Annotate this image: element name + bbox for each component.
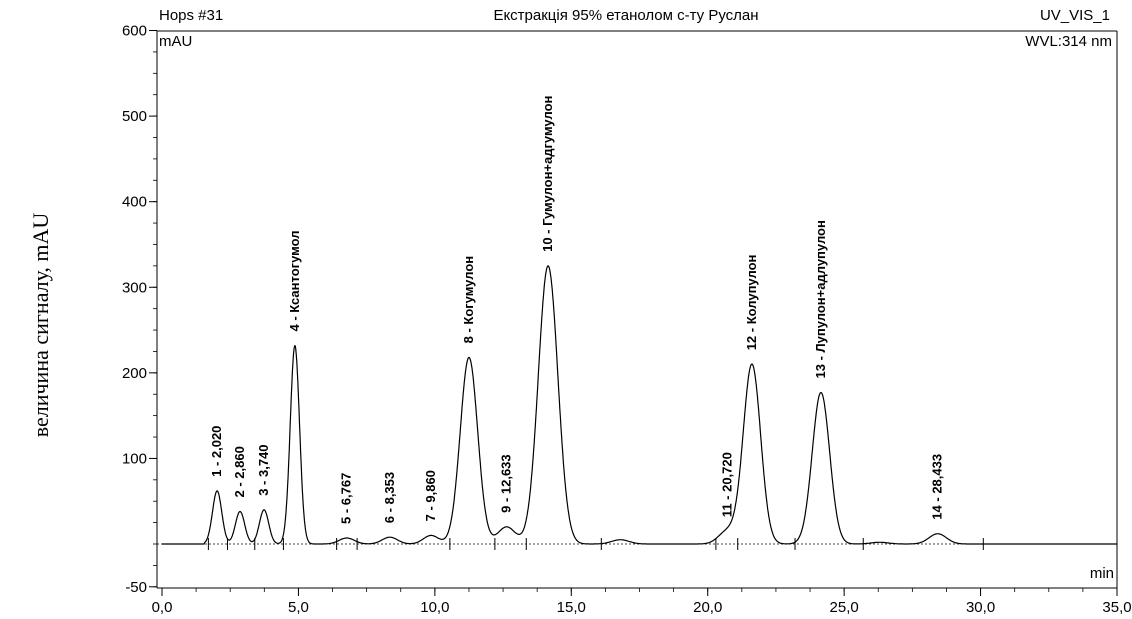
peak-label: 6 - 8,353	[382, 472, 397, 523]
x-tick-label: 0,0	[152, 599, 173, 616]
x-tick-label: 25,0	[830, 599, 859, 616]
header-center: Екстракція 95% етанолом с-ту Руслан	[493, 7, 758, 24]
x-tick-label: 5,0	[288, 599, 309, 616]
y-unit-label: mAU	[159, 33, 192, 50]
outer-y-axis-label: величина сигналу, mAU	[28, 213, 53, 438]
chromatogram-trace	[162, 265, 1117, 545]
peak-label: 4 - Ксантогумол	[287, 231, 302, 332]
peak-label: 13 - Лупулон+адлупулон	[813, 220, 828, 378]
y-tick-label: -50	[125, 579, 147, 596]
x-axis-label: min	[1090, 565, 1114, 582]
peak-label: 5 - 6,767	[339, 473, 354, 524]
y-tick-label: 300	[122, 279, 147, 296]
integration-markers	[207, 538, 984, 550]
peak-label: 3 - 3,740	[256, 444, 271, 495]
y-axis-ticks: -50 100 200 300 400 500 600	[122, 23, 157, 596]
x-tick-label: 20,0	[693, 599, 722, 616]
wavelength-label: WVL:314 nm	[1025, 33, 1112, 50]
peak-label: 10 - Гумулон+адгумулон	[540, 96, 555, 252]
y-tick-label: 600	[122, 23, 147, 40]
y-tick-label: 500	[122, 108, 147, 125]
y-tick-label: 400	[122, 194, 147, 211]
peak-label: 14 - 28,433	[930, 454, 945, 520]
peak-label: 2 - 2,860	[232, 446, 247, 497]
peak-label: 7 - 9,860	[423, 470, 438, 521]
x-tick-label: 30,0	[966, 599, 995, 616]
peak-labels: 1 - 2,020 2 - 2,860 3 - 3,740 4 - Ксантогум…	[209, 96, 945, 524]
peak-label: 12 - Колупулон	[744, 255, 759, 351]
peak-label: 8 - Когумулон	[461, 256, 476, 344]
peak-label: 9 - 12,633	[499, 454, 514, 513]
x-axis-ticks: 0,0 5,0 10,0 15,0 20,0 25,0 30,0 35,0	[152, 588, 1132, 616]
header-left: Hops #31	[159, 7, 223, 24]
x-tick-label: 35,0	[1102, 599, 1131, 616]
x-tick-label: 15,0	[557, 599, 586, 616]
peak-label: 11 - 20,720	[719, 452, 734, 517]
y-tick-label: 100	[122, 450, 147, 467]
peak-label: 1 - 2,020	[209, 426, 224, 477]
header-right: UV_VIS_1	[1040, 7, 1110, 24]
y-tick-label: 200	[122, 365, 147, 382]
x-tick-label: 10,0	[420, 599, 449, 616]
